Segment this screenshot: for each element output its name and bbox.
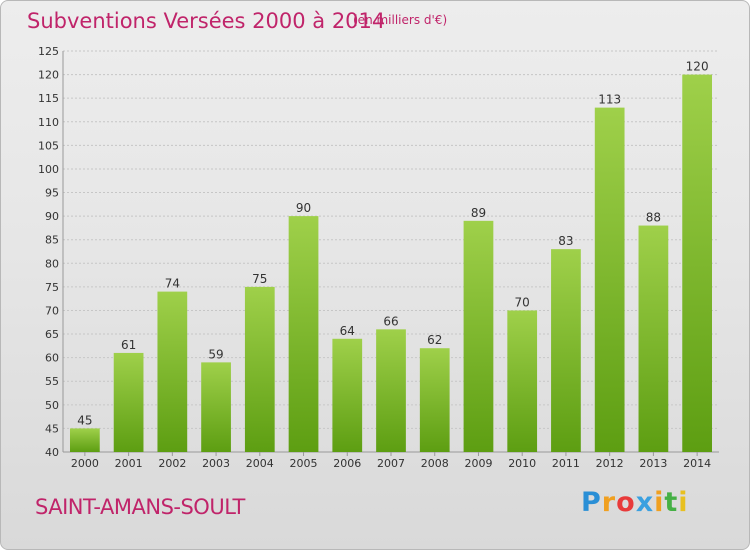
bar <box>638 225 669 452</box>
y-tick-label: 45 <box>45 422 59 435</box>
y-tick-label: 40 <box>45 446 59 459</box>
proxiti-logo: Proxiti <box>581 487 689 518</box>
y-tick-label: 125 <box>38 45 59 58</box>
bar-value-label: 64 <box>340 324 355 338</box>
bar <box>157 291 188 452</box>
y-tick-label: 120 <box>38 69 59 82</box>
y-tick-label: 80 <box>45 257 59 270</box>
logo-letter: o <box>616 487 636 518</box>
x-tick-label: 2012 <box>596 457 624 470</box>
bar-value-label: 90 <box>296 201 311 215</box>
bar <box>682 74 713 453</box>
bar-value-label: 88 <box>646 211 661 225</box>
y-tick-label: 85 <box>45 234 59 247</box>
logo-letter: r <box>601 487 617 518</box>
x-tick-label: 2007 <box>377 457 405 470</box>
axes: 40 45 50 55 60 65 70 75 80 85 90 95 100 105 110 115 120 1… <box>38 45 719 470</box>
bars <box>69 74 713 453</box>
labels: 45 61 74 59 75 90 64 66 62 89 70 83 113 88 120 <box>77 60 708 428</box>
y-tick-label: 55 <box>45 375 59 388</box>
bar <box>288 216 319 452</box>
y-tick-label: 110 <box>38 116 59 129</box>
x-tick-label: 2001 <box>115 457 143 470</box>
bar <box>551 249 581 452</box>
y-tick-label: 115 <box>38 92 59 105</box>
y-tick-label: 65 <box>45 328 59 341</box>
y-tick-label: 70 <box>45 304 59 317</box>
x-tick-label: 2006 <box>333 457 361 470</box>
logo-letter: t <box>664 487 679 518</box>
y-tick-label: 95 <box>45 187 59 200</box>
bar <box>376 329 406 452</box>
logo-letter: i <box>678 487 689 518</box>
unit-note: (en milliers d'€) <box>353 13 448 27</box>
y-tick-label: 60 <box>45 352 59 365</box>
bar <box>332 338 363 452</box>
x-tick-label: 2009 <box>464 457 492 470</box>
x-tick-label: 2000 <box>71 457 99 470</box>
logo-letter: x <box>635 487 655 518</box>
chart-title: Subventions Versées 2000 à 2014 <box>27 9 386 33</box>
x-tick-label: 2002 <box>158 457 186 470</box>
bar-value-label: 70 <box>515 295 530 309</box>
bar <box>594 107 625 453</box>
bar-value-label: 74 <box>165 277 180 291</box>
x-tick-label: 2013 <box>639 457 667 470</box>
x-tick-label: 2003 <box>202 457 230 470</box>
bar-value-label: 113 <box>598 93 621 107</box>
bar-value-label: 75 <box>252 272 267 286</box>
x-tick-label: 2014 <box>683 457 711 470</box>
x-tick-label: 2010 <box>508 457 536 470</box>
y-tick-label: 75 <box>45 281 59 294</box>
bar-value-label: 83 <box>558 234 573 248</box>
logo-letter: P <box>581 487 602 518</box>
bar-value-label: 66 <box>383 314 398 328</box>
bar-value-label: 59 <box>208 347 223 361</box>
x-tick-label: 2005 <box>290 457 318 470</box>
y-tick-label: 90 <box>45 210 59 223</box>
bar-value-label: 62 <box>427 333 442 347</box>
bar <box>507 310 538 452</box>
x-tick-label: 2004 <box>246 457 274 470</box>
bar <box>69 428 100 452</box>
bar-value-label: 120 <box>686 60 709 74</box>
y-tick-label: 50 <box>45 399 59 412</box>
bar <box>419 348 450 452</box>
bar-value-label: 89 <box>471 206 486 220</box>
bar <box>201 362 231 452</box>
bar-value-label: 61 <box>121 338 136 352</box>
x-tick-label: 2011 <box>552 457 580 470</box>
y-tick-label: 105 <box>38 139 59 152</box>
bar <box>244 286 275 452</box>
y-tick-label: 100 <box>38 163 59 176</box>
bar <box>463 220 494 452</box>
logo-letter: i <box>654 487 665 518</box>
place-name: SAINT-AMANS-SOULT <box>35 495 245 519</box>
x-tick-label: 2008 <box>421 457 449 470</box>
bar <box>113 352 144 452</box>
bar-value-label: 45 <box>77 413 92 427</box>
